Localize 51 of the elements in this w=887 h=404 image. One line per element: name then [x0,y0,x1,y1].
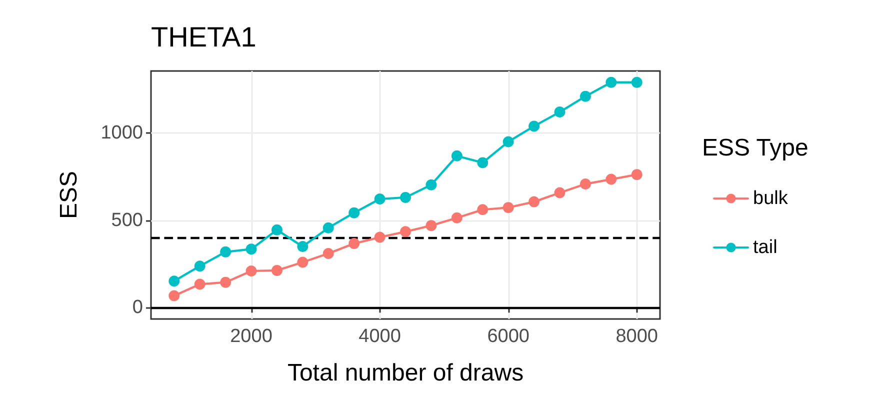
point [374,232,386,243]
point [246,244,257,255]
point [374,194,386,205]
point [502,202,514,214]
y-axis-title: ESS [56,170,82,220]
legend-title: ESS Type [702,134,808,162]
point [606,76,617,88]
point [194,260,206,272]
point [580,178,591,190]
point [246,265,257,276]
y-tick-label: 500 [111,210,143,231]
point [400,226,411,238]
point [477,204,488,216]
point [554,106,566,118]
legend-label: bulk [753,188,788,209]
chart-title: THETA1 [151,22,256,52]
point [297,256,308,268]
point [322,222,334,234]
point [220,276,232,288]
point [168,276,180,287]
point [477,157,488,168]
point [580,90,591,102]
x-tick-label: 2000 [230,326,272,347]
point [631,169,642,180]
legend-label: tail [753,237,778,258]
point [348,207,360,218]
y-tick-label: 1000 [100,122,143,144]
point [426,220,437,232]
point [554,187,566,198]
x-tick-label: 8000 [616,326,658,347]
point [271,264,282,276]
point [297,241,308,252]
x-tick-label: 6000 [487,326,530,347]
point [194,278,206,290]
x-tick-label: 4000 [358,326,401,347]
point [271,224,282,236]
point [528,196,540,208]
point [606,174,617,185]
point [451,212,462,224]
x-axis-title: Total number of draws [287,360,524,386]
y-tick-label: 0 [132,297,143,318]
point [348,238,360,250]
point [426,179,437,190]
point [168,290,180,302]
point [220,246,232,258]
point [502,136,514,148]
point [631,76,642,88]
point [400,192,411,203]
point [528,120,540,132]
point [322,248,334,260]
point [451,150,462,162]
